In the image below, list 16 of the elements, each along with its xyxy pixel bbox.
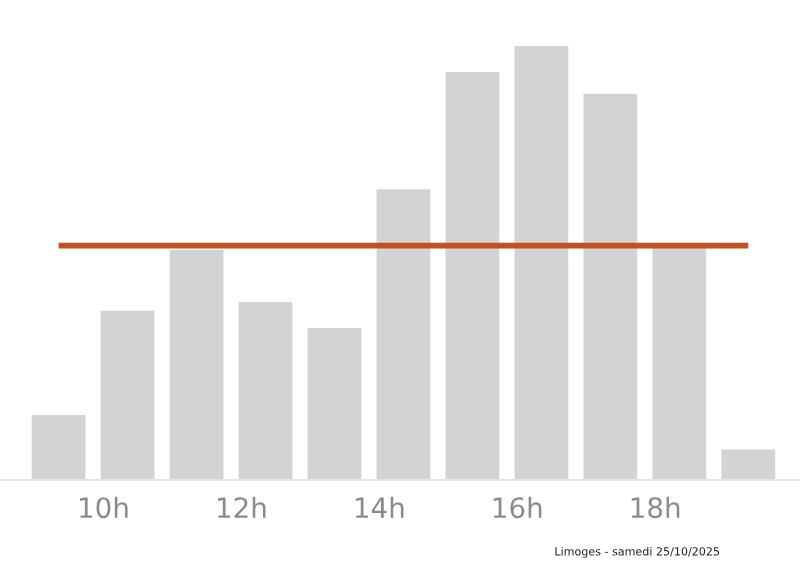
x-tick-label: 12h bbox=[217, 496, 266, 518]
bar bbox=[376, 189, 431, 480]
bar bbox=[307, 328, 362, 480]
bar bbox=[514, 46, 569, 480]
bar bbox=[31, 414, 86, 480]
x-tick-label: 10h bbox=[80, 496, 128, 519]
bar bbox=[652, 245, 707, 480]
bar bbox=[445, 72, 500, 480]
x-tick-label: 16h bbox=[493, 496, 542, 519]
bar bbox=[100, 310, 155, 480]
bar bbox=[721, 449, 776, 480]
x-tick-label: 18h bbox=[631, 496, 680, 519]
bar bbox=[583, 93, 638, 480]
bar bbox=[238, 302, 293, 480]
x-tick-label: 14h bbox=[355, 496, 404, 518]
bar bbox=[169, 249, 224, 480]
